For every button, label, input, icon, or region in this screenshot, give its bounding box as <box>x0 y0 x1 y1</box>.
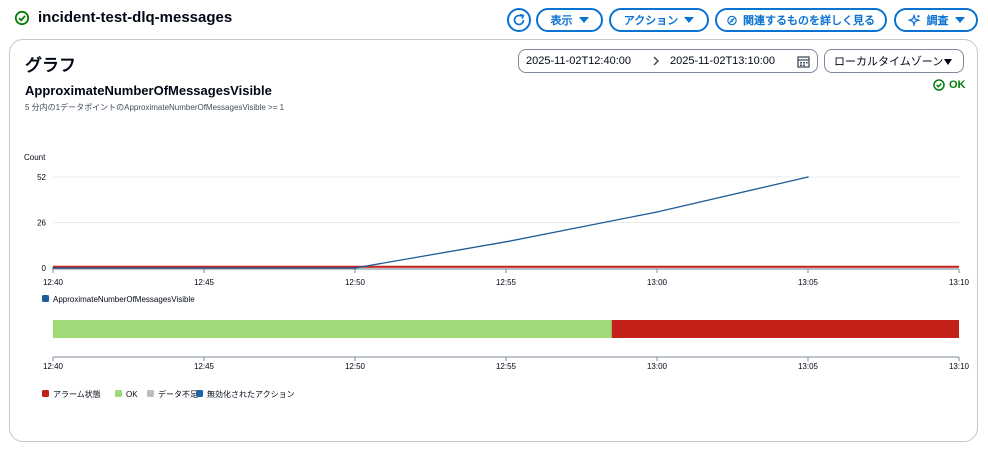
status-ok-icon <box>933 79 945 91</box>
compass-icon <box>727 15 737 25</box>
caret-down-icon <box>954 17 965 23</box>
view-button-label: 表示 <box>550 15 573 27</box>
status-ok-icon <box>14 10 30 25</box>
graph-panel: グラフ 2025-11-02T12:40:00 2025-11-02T13:10… <box>9 39 978 442</box>
chevron-right-icon <box>653 56 660 66</box>
caret-down-icon <box>684 17 695 23</box>
explore-related-button[interactable]: 関連するものを詳しく見る <box>715 8 887 32</box>
actions-button-label: アクション <box>623 15 679 27</box>
explore-button-label: 関連するものを詳しく見る <box>743 15 875 27</box>
caret-down-icon <box>944 59 952 65</box>
date-start: 2025-11-02T12:40:00 <box>526 55 631 67</box>
alarm-state-badge: OK <box>933 79 966 91</box>
investigate-dropdown-button[interactable]: 調査 <box>894 8 978 32</box>
investigate-button-label: 調査 <box>926 15 949 27</box>
sparkle-icon <box>907 13 921 27</box>
refresh-icon <box>513 13 525 26</box>
alarm-state-text: OK <box>949 79 966 91</box>
title-wrap: incident-test-dlq-messages <box>14 9 232 26</box>
caret-down-icon <box>578 17 589 23</box>
page-header: incident-test-dlq-messages 表示 アクション 関連する… <box>0 0 988 38</box>
metric-title: ApproximateNumberOfMessagesVisible <box>25 83 272 98</box>
refresh-button[interactable] <box>507 8 531 32</box>
calendar-icon <box>797 56 810 68</box>
page-title: incident-test-dlq-messages <box>38 9 233 26</box>
timezone-label: ローカルタイムゾーン <box>834 56 944 68</box>
actions-dropdown-button[interactable]: アクション <box>609 8 709 32</box>
date-range-picker[interactable]: 2025-11-02T12:40:00 2025-11-02T13:10:00 <box>518 49 818 73</box>
view-dropdown-button[interactable]: 表示 <box>536 8 603 32</box>
timezone-select[interactable]: ローカルタイムゾーン <box>824 49 964 73</box>
graph-heading: グラフ <box>25 56 76 75</box>
date-end: 2025-11-02T13:10:00 <box>670 55 775 67</box>
metric-condition: 5 分内の1データポイントのApproximateNumberOfMessage… <box>25 103 285 112</box>
